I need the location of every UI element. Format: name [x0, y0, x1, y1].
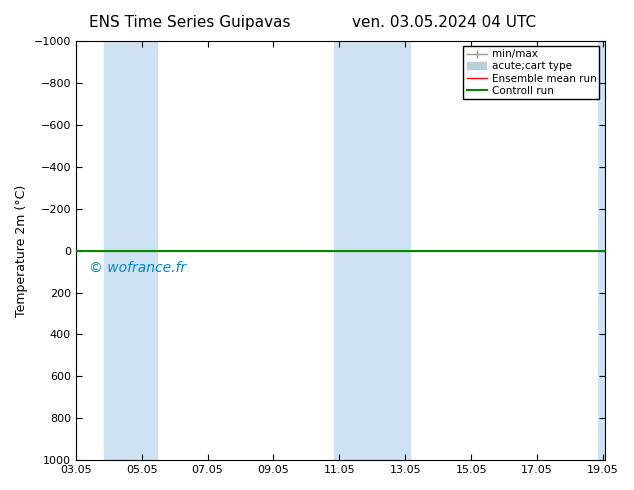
- Bar: [335, 41, 410, 460]
- Text: © wofrance.fr: © wofrance.fr: [89, 261, 186, 275]
- Text: ENS Time Series Guipavas: ENS Time Series Guipavas: [89, 15, 291, 30]
- Bar: [598, 41, 606, 460]
- Text: ven. 03.05.2024 04 UTC: ven. 03.05.2024 04 UTC: [352, 15, 536, 30]
- Legend: min/max, acute;cart type, Ensemble mean run, Controll run: min/max, acute;cart type, Ensemble mean …: [463, 46, 600, 99]
- Bar: [104, 41, 157, 460]
- Y-axis label: Temperature 2m (°C): Temperature 2m (°C): [15, 184, 28, 317]
